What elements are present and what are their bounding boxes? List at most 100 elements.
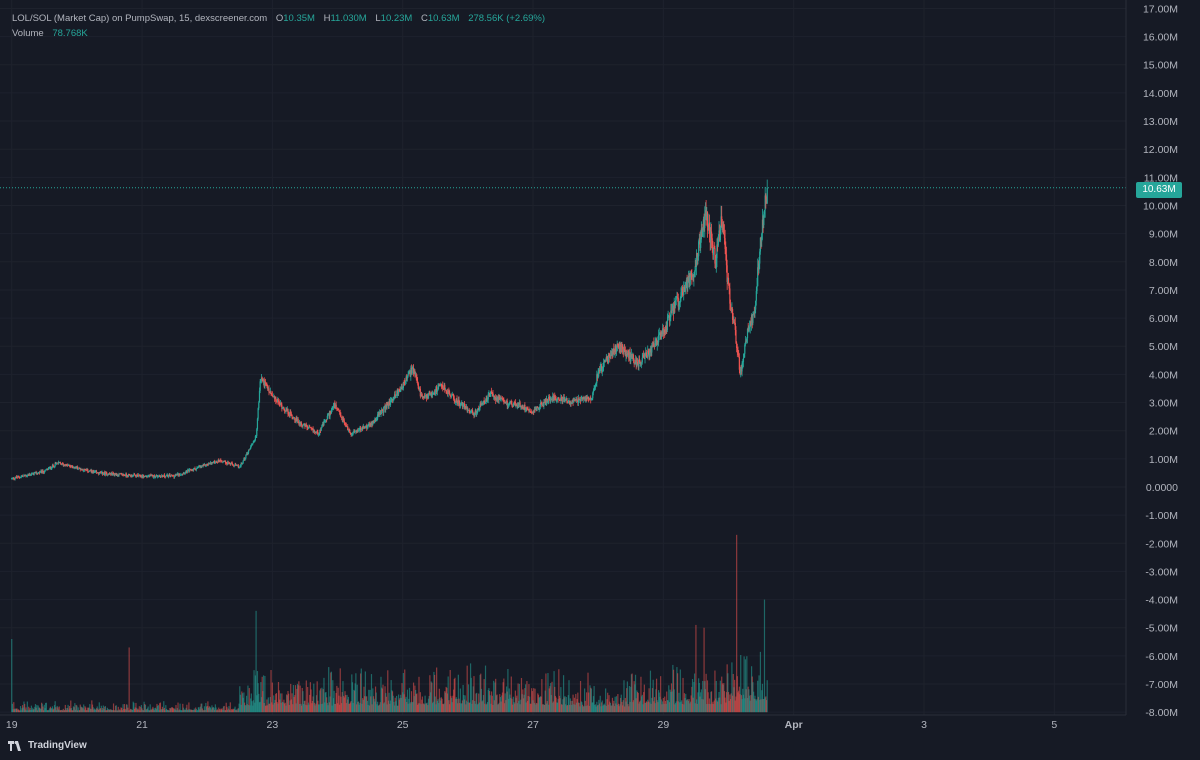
candle-body <box>51 464 54 468</box>
time-axis[interactable]: 19 21 23 25 27 29 Apr 3 5 <box>6 719 1058 731</box>
candle-body <box>472 413 474 415</box>
volume-bar <box>180 710 182 713</box>
candle-body <box>159 475 161 477</box>
volume-bar <box>530 703 532 713</box>
candle-body <box>414 370 416 376</box>
volume-bar <box>344 691 346 713</box>
candle-body <box>330 411 332 414</box>
volume-bar <box>101 710 103 713</box>
candle-body <box>45 469 47 471</box>
volume-bar <box>74 709 77 713</box>
volume-bar <box>417 704 419 713</box>
volume-bar <box>701 699 703 713</box>
candle-body <box>241 463 243 465</box>
volume-bar <box>592 696 595 713</box>
candle-body <box>727 277 730 284</box>
volume-bar <box>668 685 670 713</box>
volume-bar <box>38 707 40 713</box>
volume-bar <box>567 705 569 713</box>
candle-body <box>590 398 592 401</box>
time-tick-label: 27 <box>527 719 539 731</box>
candle-body <box>354 430 356 433</box>
candle-body <box>228 463 230 464</box>
volume-bar <box>224 710 227 713</box>
volume-bar <box>76 710 79 713</box>
candle-body <box>526 408 529 410</box>
volume-bar <box>710 691 712 713</box>
symbol-title[interactable]: LOL/SOL (Market Cap) on PumpSwap, 15, de… <box>12 13 268 24</box>
volume-bar <box>723 683 725 713</box>
candle-body <box>86 469 88 470</box>
candle-body <box>570 401 572 404</box>
volume-bar <box>271 702 273 713</box>
price-tick-label: 16.00M <box>1143 32 1178 44</box>
candle-body <box>747 329 749 330</box>
volume-bar <box>355 673 357 713</box>
volume-bar <box>133 708 136 713</box>
candle-body <box>359 427 361 430</box>
candle-body <box>331 408 333 411</box>
volume-bar <box>745 689 747 713</box>
volume-bar <box>202 710 204 713</box>
candle-body <box>703 219 705 229</box>
candle-body <box>558 397 560 401</box>
tradingview-logo[interactable]: TradingView <box>8 740 87 751</box>
candle-body <box>471 410 473 412</box>
volume-bar <box>657 702 659 713</box>
candle-body <box>550 399 552 400</box>
volume-bar <box>668 702 671 713</box>
candle-body <box>305 424 307 427</box>
candle-body <box>220 461 223 463</box>
candle-body <box>522 408 525 410</box>
candle-body <box>58 462 60 463</box>
candle-body <box>502 399 504 401</box>
volume-bar <box>171 707 174 713</box>
volume-bar <box>598 699 600 713</box>
candle-body <box>269 392 271 394</box>
volume-bar <box>383 703 385 713</box>
price-tick-label: -1.00M <box>1145 510 1178 522</box>
volume-bar <box>237 708 240 713</box>
volume-bar <box>593 686 595 713</box>
candle-body <box>398 389 400 394</box>
volume-bar <box>542 704 544 713</box>
candle-body <box>535 408 537 410</box>
volume-label[interactable]: Volume <box>12 28 44 39</box>
candle-body <box>55 463 57 464</box>
volume-bar <box>127 707 129 713</box>
candle-body <box>501 398 503 400</box>
candle-body <box>395 395 397 398</box>
volume-bar <box>166 709 168 713</box>
volume-value: 78.768K <box>52 28 88 39</box>
candle-body <box>214 462 216 464</box>
volume-bar <box>369 689 371 713</box>
volume-bar <box>550 695 552 713</box>
candle-body <box>568 401 570 403</box>
candle-body <box>430 392 432 395</box>
volume-bar <box>295 703 297 713</box>
candle-body <box>324 420 326 422</box>
volume-bar <box>342 681 344 713</box>
candle-body <box>227 462 229 464</box>
volume-bar <box>507 698 510 713</box>
price-axis[interactable]: 17.00M16.00M15.00M14.00M13.00M12.00M11.0… <box>1143 3 1178 719</box>
volume-bar <box>677 673 679 713</box>
volume-bar <box>368 689 370 713</box>
volume-bar <box>334 703 337 713</box>
candle-body <box>146 476 149 478</box>
volume-bar <box>16 708 18 713</box>
volume-bar <box>266 699 268 713</box>
candle-body <box>357 430 359 431</box>
candle-body <box>270 391 272 395</box>
candle-body <box>659 332 661 334</box>
volume-bar <box>621 701 623 713</box>
candle-body <box>456 398 458 403</box>
candle-body <box>391 399 394 401</box>
volume-bar <box>262 675 265 713</box>
volume-bar <box>435 704 437 713</box>
candle-body <box>117 474 119 476</box>
candle-body <box>756 286 758 291</box>
volume-bar <box>374 686 377 713</box>
candle-body <box>310 427 312 429</box>
